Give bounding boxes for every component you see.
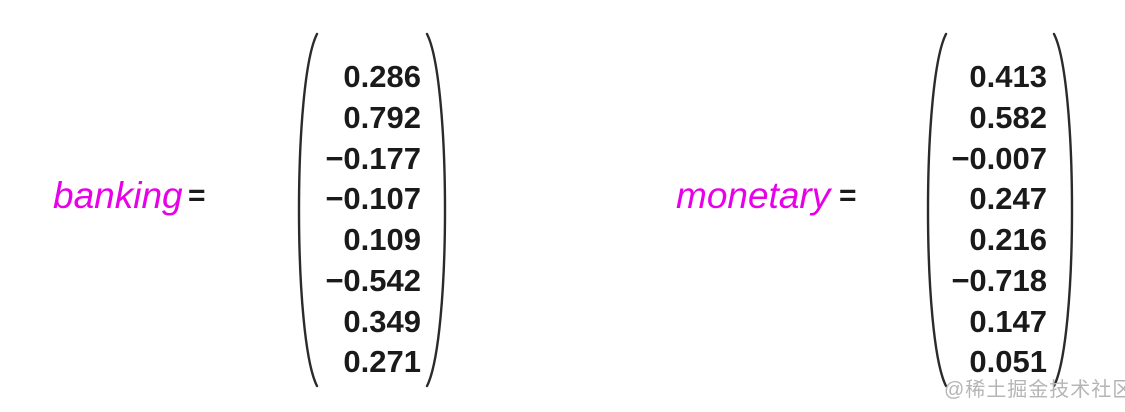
watermark: @稀土掘金技术社区	[944, 379, 1125, 401]
vector-value: −0.177	[325, 140, 421, 176]
vector-value: 0.247	[969, 181, 1047, 217]
left-parenthesis-icon	[926, 32, 948, 388]
vector-value: −0.542	[325, 262, 421, 298]
right-parenthesis-icon	[425, 32, 447, 388]
column-vector-banking: 0.286 0.792 −0.177 −0.107 0.109 −0.542 0…	[286, 31, 458, 389]
vector-value: 0.286	[343, 59, 421, 94]
vector-value: 0.109	[343, 222, 421, 257]
vector-value: 0.051	[969, 344, 1047, 380]
vector-value: 0.792	[343, 99, 421, 135]
vector-value: 0.271	[343, 344, 421, 380]
equals-sign: =	[188, 179, 206, 212]
vector-value: −0.007	[951, 140, 1047, 176]
vector-values: 0.286 0.792 −0.177 −0.107 0.109 −0.542 0…	[301, 57, 421, 383]
equals-sign: =	[839, 179, 857, 212]
left-parenthesis-icon	[297, 32, 319, 388]
vector-value: 0.582	[969, 99, 1047, 135]
vector-value: 0.147	[969, 303, 1047, 339]
vector-value: 0.216	[969, 222, 1047, 257]
vector-value: −0.718	[951, 262, 1047, 298]
right-parenthesis-icon	[1052, 32, 1074, 388]
column-vector-monetary: 0.413 0.582 −0.007 0.247 0.216 −0.718 0.…	[915, 31, 1085, 389]
vector-value: −0.107	[325, 181, 421, 217]
vector-values: 0.413 0.582 −0.007 0.247 0.216 −0.718 0.…	[927, 57, 1047, 383]
vector-value: 0.349	[343, 303, 421, 339]
vector-name-label-banking: banking	[53, 175, 183, 216]
vector-name-label-monetary: monetary	[676, 175, 831, 216]
vector-value: 0.413	[969, 59, 1047, 94]
